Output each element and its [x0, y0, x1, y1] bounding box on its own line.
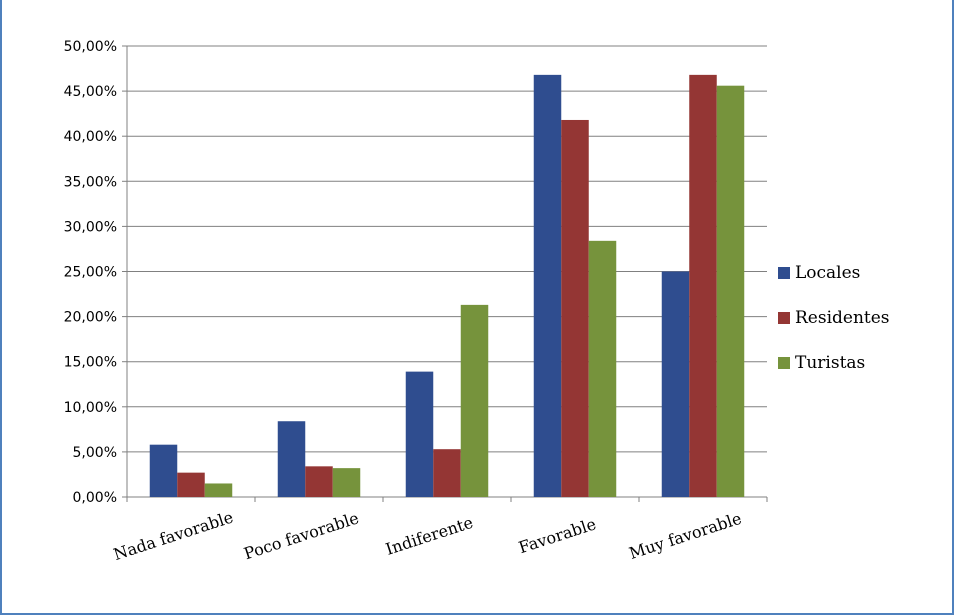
bars [149, 74, 745, 498]
y-tick-label: 5,00% [73, 445, 117, 461]
gridlines [127, 45, 767, 453]
x-category-label: Indiferente [383, 513, 475, 559]
bar-residentes-5 [689, 74, 717, 497]
y-tick-label: 20,00% [64, 310, 117, 326]
legend-swatch-turistas [778, 357, 790, 369]
bar-locales-5 [661, 271, 690, 497]
x-category-label: Muy favorable [627, 509, 744, 563]
y-tick-label: 40,00% [64, 129, 117, 145]
legend-swatch-locales [778, 267, 790, 279]
bar-residentes-1 [177, 472, 205, 497]
legend-swatch-residentes [778, 312, 790, 324]
y-tick-label: 30,00% [64, 219, 117, 235]
bar-turistas-2 [332, 468, 361, 497]
bar-turistas-1 [204, 483, 233, 497]
y-axis-tick-labels: 0,00% 5,00% 10,00% 15,00% 20,00% 25,00% 30,00%… [64, 39, 117, 506]
y-tick-label: 35,00% [64, 174, 117, 190]
bar-locales-1 [149, 444, 178, 497]
bar-residentes-3 [433, 449, 461, 497]
legend: Locales Residentes Turistas [778, 263, 890, 373]
legend-label-residentes: Residentes [795, 308, 890, 328]
bar-locales-3 [405, 371, 434, 497]
bar-turistas-4 [588, 240, 617, 497]
y-tick-label: 10,00% [64, 400, 117, 416]
legend-label-locales: Locales [795, 263, 860, 283]
y-tick-label: 0,00% [73, 490, 117, 506]
bar-turistas-5 [716, 85, 745, 498]
bar-residentes-4 [561, 119, 589, 498]
bar-locales-2 [277, 421, 306, 497]
x-category-label: Favorable [516, 514, 598, 557]
legend-label-turistas: Turistas [795, 353, 865, 373]
y-tick-label: 45,00% [64, 84, 117, 100]
bar-residentes-2 [305, 466, 333, 497]
y-tick-label: 25,00% [64, 265, 117, 281]
x-axis-category-labels: Nada favorable Poco favorable Indiferente F… [111, 507, 744, 564]
bar-locales-4 [533, 74, 562, 497]
x-category-label: Poco favorable [242, 508, 362, 563]
bar-turistas-3 [460, 304, 489, 497]
x-category-label: Nada favorable [111, 507, 235, 564]
y-tick-label: 50,00% [64, 39, 117, 55]
y-tick-label: 15,00% [64, 355, 117, 371]
